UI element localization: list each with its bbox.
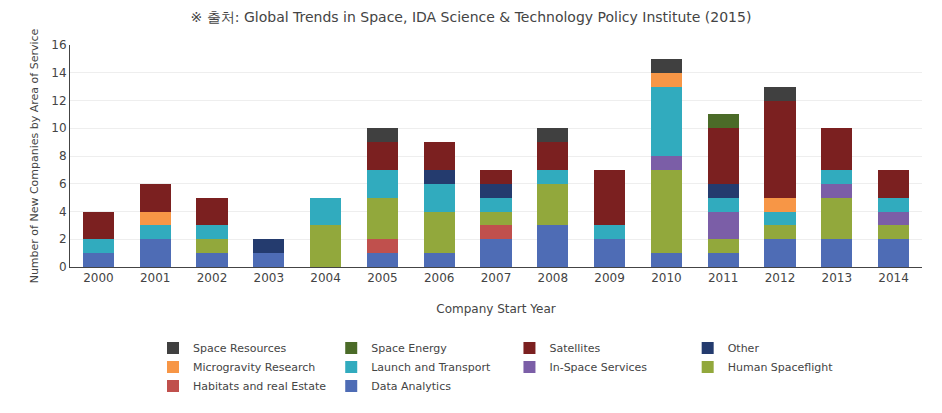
svg-text:Company Start Year: Company Start Year (436, 302, 556, 316)
svg-text:6: 6 (59, 177, 67, 191)
svg-text:2009: 2009 (594, 271, 625, 285)
svg-text:Space Energy: Space Energy (371, 342, 447, 355)
svg-text:Satellites: Satellites (549, 342, 600, 355)
svg-text:2010: 2010 (651, 271, 682, 285)
svg-text:2012: 2012 (765, 271, 796, 285)
svg-text:Data Analytics: Data Analytics (371, 380, 451, 393)
svg-text:In-Space Services: In-Space Services (549, 361, 647, 374)
svg-text:2008: 2008 (538, 271, 569, 285)
svg-text:2004: 2004 (310, 271, 341, 285)
svg-text:Human Spaceflight: Human Spaceflight (728, 361, 834, 374)
svg-text:Other: Other (728, 342, 760, 355)
svg-text:0: 0 (59, 260, 67, 274)
svg-text:Microgravity Research: Microgravity Research (193, 361, 315, 374)
svg-text:10: 10 (51, 121, 66, 135)
svg-text:2011: 2011 (708, 271, 739, 285)
svg-text:16: 16 (51, 38, 66, 52)
svg-text:4: 4 (59, 205, 67, 219)
svg-text:Number of New Companies by Are: Number of New Companies by Area of Servi… (28, 28, 41, 283)
svg-text:Space Resources: Space Resources (193, 342, 286, 355)
svg-text:2000: 2000 (83, 271, 114, 285)
svg-text:8: 8 (59, 149, 67, 163)
svg-text:2014: 2014 (878, 271, 909, 285)
svg-text:2007: 2007 (481, 271, 512, 285)
svg-text:2013: 2013 (822, 271, 853, 285)
svg-text:14: 14 (51, 66, 66, 80)
svg-text:Habitats and real Estate: Habitats and real Estate (193, 380, 326, 393)
svg-text:2003: 2003 (254, 271, 285, 285)
svg-text:2002: 2002 (197, 271, 228, 285)
svg-text:12: 12 (51, 94, 66, 108)
svg-text:2006: 2006 (424, 271, 455, 285)
svg-text:2005: 2005 (367, 271, 398, 285)
svg-text:※ 출처: Global Trends in Space,: ※ 출처: Global Trends in Space, IDA Scienc… (191, 9, 752, 25)
svg-text:Launch and Transport: Launch and Transport (371, 361, 491, 374)
svg-text:2: 2 (59, 232, 67, 246)
svg-text:2001: 2001 (140, 271, 171, 285)
